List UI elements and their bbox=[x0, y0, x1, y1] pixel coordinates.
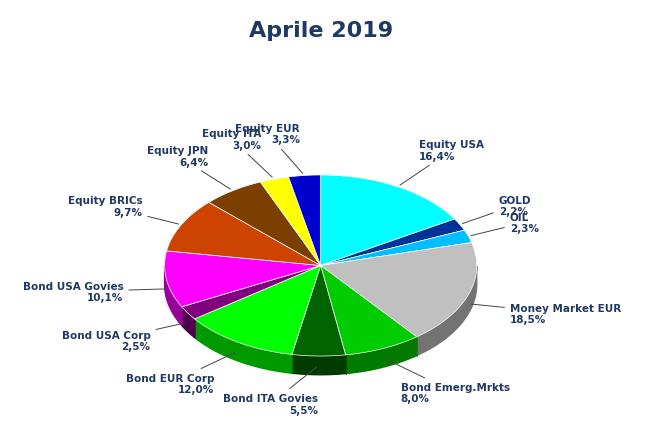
Text: OIL
2,3%: OIL 2,3% bbox=[471, 212, 539, 236]
Polygon shape bbox=[321, 176, 455, 266]
Text: Bond USA Govies
10,1%: Bond USA Govies 10,1% bbox=[23, 281, 164, 303]
Polygon shape bbox=[209, 183, 321, 266]
Polygon shape bbox=[195, 319, 292, 373]
Polygon shape bbox=[166, 203, 321, 266]
Polygon shape bbox=[261, 178, 321, 266]
Polygon shape bbox=[164, 266, 182, 326]
Text: Bond ITA Govies
5,5%: Bond ITA Govies 5,5% bbox=[223, 367, 318, 414]
Polygon shape bbox=[321, 266, 417, 355]
Text: Equity ITA
3,0%: Equity ITA 3,0% bbox=[202, 129, 272, 178]
Polygon shape bbox=[164, 251, 321, 307]
Polygon shape bbox=[182, 307, 195, 338]
Polygon shape bbox=[346, 337, 417, 374]
Text: Equity EUR
3,3%: Equity EUR 3,3% bbox=[235, 123, 303, 174]
Polygon shape bbox=[321, 230, 471, 266]
Polygon shape bbox=[321, 220, 464, 266]
Text: Bond EUR Corp
12,0%: Bond EUR Corp 12,0% bbox=[126, 353, 235, 394]
Text: Equity BRICs
9,7%: Equity BRICs 9,7% bbox=[68, 195, 179, 224]
Text: Equity JPN
6,4%: Equity JPN 6,4% bbox=[147, 146, 230, 190]
Title: Aprile 2019: Aprile 2019 bbox=[248, 21, 393, 41]
Polygon shape bbox=[417, 266, 477, 356]
Text: GOLD
2,2%: GOLD 2,2% bbox=[462, 195, 531, 224]
Text: Bond Emerg.Mrkts
8,0%: Bond Emerg.Mrkts 8,0% bbox=[386, 359, 510, 404]
Polygon shape bbox=[195, 266, 321, 355]
Text: Bond USA Corp
2,5%: Bond USA Corp 2,5% bbox=[62, 323, 185, 352]
Text: Equity USA
16,4%: Equity USA 16,4% bbox=[400, 140, 484, 186]
Polygon shape bbox=[292, 355, 346, 375]
Polygon shape bbox=[321, 243, 477, 337]
Polygon shape bbox=[292, 266, 346, 356]
Polygon shape bbox=[288, 176, 321, 266]
Polygon shape bbox=[182, 266, 321, 319]
Text: Money Market EUR
18,5%: Money Market EUR 18,5% bbox=[471, 303, 621, 325]
